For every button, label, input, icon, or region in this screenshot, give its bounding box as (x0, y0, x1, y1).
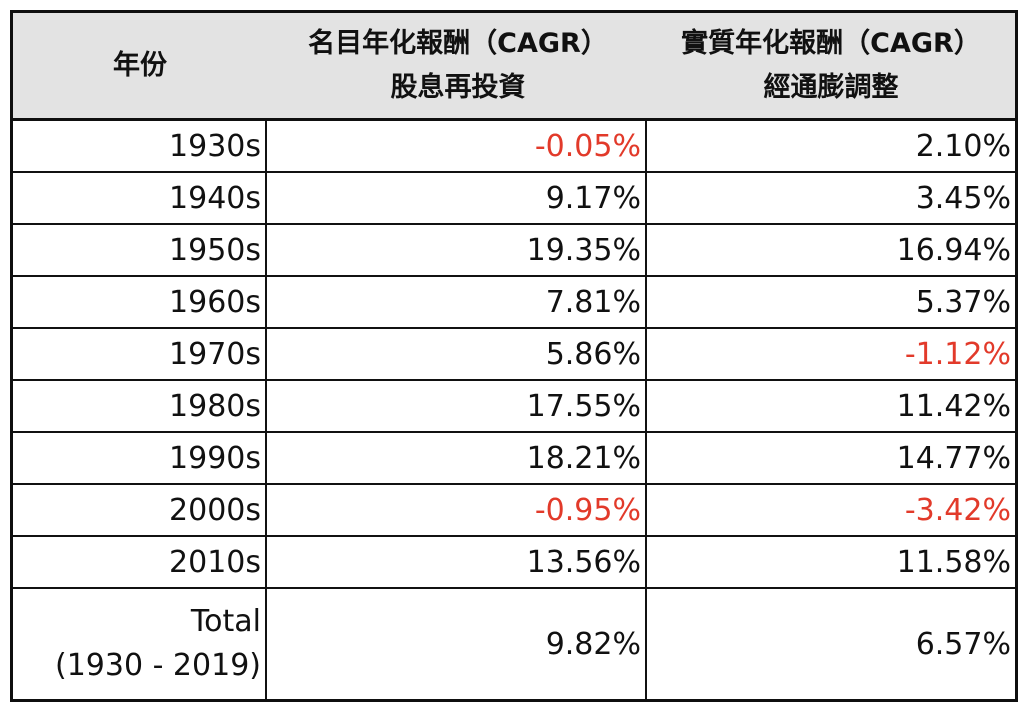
nominal-cell: -0.05% (267, 121, 647, 171)
table-row: 2010s 13.56% 11.58% (13, 537, 1015, 589)
nominal-cell: 5.86% (267, 329, 647, 379)
header-real: 實質年化報酬（CAGR） 經通膨調整 (647, 13, 1015, 118)
table-row: 1980s 17.55% 11.42% (13, 381, 1015, 433)
table-row: 1930s -0.05% 2.10% (13, 121, 1015, 173)
real-cell: 11.42% (896, 388, 1011, 424)
table-row: 1990s 18.21% 14.77% (13, 433, 1015, 485)
nominal-cell: 9.17% (267, 173, 647, 223)
nominal-cell: 18.21% (267, 433, 647, 483)
total-period: (1930 - 2019) (54, 648, 261, 683)
year-cell: 2010s (13, 537, 267, 587)
year-cell: 2000s (13, 485, 267, 535)
nominal-cell: -0.95% (267, 485, 647, 535)
year-cell: 1970s (13, 329, 267, 379)
header-year: 年份 (13, 13, 267, 118)
header-year-label: 年份 (113, 49, 167, 81)
table-row: 2000s -0.95% -3.42% (13, 485, 1015, 537)
nominal-cell: 13.56% (267, 537, 647, 587)
real-cell: 5.37% (915, 284, 1011, 320)
nominal-cell: 19.35% (267, 225, 647, 275)
year-cell: 1990s (13, 433, 267, 483)
total-row: Total (1930 - 2019) 9.82% 6.57% (13, 589, 1015, 699)
header-nominal: 名目年化報酬（CAGR） 股息再投資 (269, 13, 647, 118)
total-real-cell: 6.57% (915, 626, 1011, 662)
year-cell: 1950s (13, 225, 267, 275)
header-nominal-line1: 名目年化報酬（CAGR） (308, 27, 608, 59)
real-cell: 11.58% (896, 544, 1011, 580)
real-cell: 2.10% (915, 128, 1011, 164)
table-row: 1960s 7.81% 5.37% (13, 277, 1015, 329)
header-real-line1: 實質年化報酬（CAGR） (681, 27, 981, 59)
nominal-cell: 17.55% (267, 381, 647, 431)
returns-table: 年份 名目年化報酬（CAGR） 股息再投資 實質年化報酬（CAGR） 經通膨調整… (10, 10, 1018, 702)
table-row: 1970s 5.86% -1.12% (13, 329, 1015, 381)
year-cell: 1980s (13, 381, 267, 431)
table-row: 1940s 9.17% 3.45% (13, 173, 1015, 225)
header-nominal-line2: 股息再投資 (390, 71, 526, 103)
total-nominal-cell: 9.82% (267, 589, 647, 699)
year-cell: 1930s (13, 121, 267, 171)
total-label-cell: Total (1930 - 2019) (13, 589, 267, 699)
real-cell: 14.77% (896, 440, 1011, 476)
real-cell: 16.94% (896, 232, 1011, 268)
header-real-line2: 經通膨調整 (763, 71, 899, 103)
year-cell: 1960s (13, 277, 267, 327)
year-cell: 1940s (13, 173, 267, 223)
real-cell: -1.12% (904, 336, 1011, 372)
total-label: Total (190, 604, 261, 639)
nominal-cell: 7.81% (267, 277, 647, 327)
real-cell: 3.45% (915, 180, 1011, 216)
table-row: 1950s 19.35% 16.94% (13, 225, 1015, 277)
real-cell: -3.42% (904, 492, 1011, 528)
table-header: 年份 名目年化報酬（CAGR） 股息再投資 實質年化報酬（CAGR） 經通膨調整 (13, 13, 1015, 121)
